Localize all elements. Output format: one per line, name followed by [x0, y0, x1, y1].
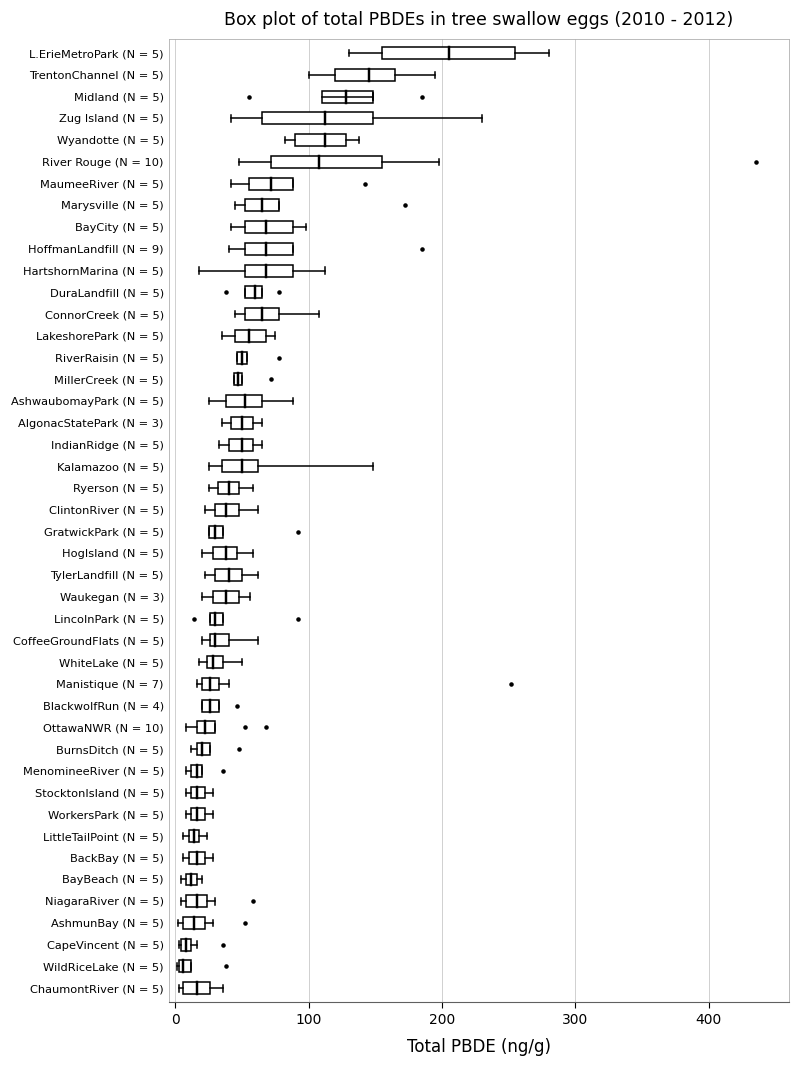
Bar: [186, 874, 197, 886]
Bar: [245, 221, 293, 233]
Bar: [197, 743, 210, 755]
Bar: [229, 439, 253, 450]
Title: Box plot of total PBDEs in tree swallow eggs (2010 - 2012): Box plot of total PBDEs in tree swallow …: [224, 11, 734, 29]
Bar: [245, 265, 293, 276]
Bar: [249, 177, 293, 190]
Bar: [322, 91, 373, 102]
Bar: [209, 526, 223, 538]
Bar: [234, 373, 242, 385]
Bar: [179, 960, 191, 972]
Bar: [245, 286, 262, 299]
Bar: [213, 591, 239, 603]
Bar: [189, 830, 199, 842]
Bar: [231, 417, 253, 429]
Bar: [245, 308, 279, 320]
Bar: [226, 395, 262, 407]
Bar: [202, 678, 219, 689]
Bar: [210, 634, 229, 647]
Bar: [210, 612, 223, 624]
Bar: [382, 47, 515, 59]
Bar: [191, 809, 205, 821]
Bar: [207, 656, 223, 668]
Bar: [197, 721, 215, 733]
Bar: [186, 895, 207, 907]
Bar: [271, 156, 382, 168]
Bar: [262, 112, 373, 125]
Bar: [183, 983, 210, 994]
Bar: [191, 765, 202, 777]
Bar: [245, 243, 293, 255]
Bar: [235, 330, 266, 341]
Bar: [202, 700, 219, 712]
Bar: [295, 134, 346, 146]
X-axis label: Total PBDE (ng/g): Total PBDE (ng/g): [407, 1038, 551, 1056]
Bar: [213, 547, 237, 559]
Bar: [183, 917, 205, 929]
Bar: [181, 939, 191, 951]
Bar: [189, 851, 205, 863]
Bar: [222, 460, 258, 473]
Bar: [237, 352, 247, 364]
Bar: [218, 482, 239, 494]
Bar: [191, 786, 205, 798]
Bar: [215, 569, 242, 582]
Bar: [335, 69, 395, 81]
Bar: [245, 200, 279, 211]
Bar: [215, 504, 239, 515]
